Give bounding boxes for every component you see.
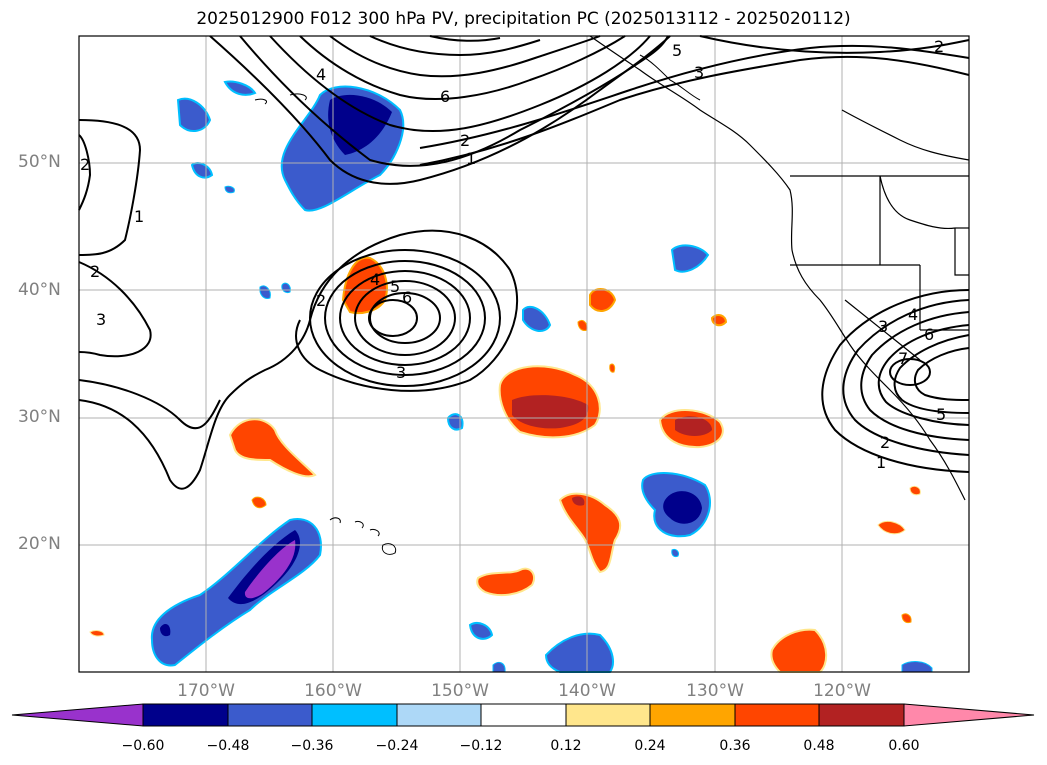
colorbar-tick: 0.12 (550, 738, 582, 754)
contour-label: 2 (80, 155, 90, 174)
coastlines (589, 35, 970, 501)
contour-label: 7 (898, 349, 908, 368)
contour-label: 4 (370, 270, 380, 289)
colorbar-tick: 0.60 (888, 738, 920, 754)
gridlines (79, 36, 969, 672)
contour-label: 5 (936, 405, 946, 424)
contour-label: 1 (466, 149, 476, 168)
contour-label: 1 (134, 207, 144, 226)
lon-label: 150°W (431, 681, 489, 701)
contour-label: 3 (878, 317, 888, 336)
contour-label: 3 (396, 363, 406, 382)
contour-label: 2 (934, 37, 944, 56)
lat-label: 30°N (18, 407, 61, 427)
contour-label: 4 (908, 305, 918, 324)
lat-label: 50°N (18, 152, 61, 172)
contour-label: 5 (672, 41, 682, 60)
colorbar-tick: −0.12 (459, 738, 503, 754)
contour-label: 2 (460, 131, 470, 150)
contour-label: 1 (876, 453, 886, 472)
contour-label: 2 (90, 262, 100, 281)
islands (254, 54, 701, 555)
contour-label: 3 (694, 63, 704, 82)
contour-label: 6 (924, 325, 934, 344)
colorbar (11, 703, 1035, 727)
colorbar-tick: −0.36 (290, 738, 334, 754)
lon-label: 120°W (813, 681, 871, 701)
contour-label: 4 (316, 65, 326, 84)
map-title: 2025012900 F012 300 hPa PV, precipitatio… (196, 9, 851, 29)
colorbar-tick: −0.24 (375, 738, 419, 754)
lon-label: 170°W (177, 681, 235, 701)
contour-label: 2 (880, 433, 890, 452)
pv-contours (78, 35, 970, 490)
lat-label: 20°N (18, 534, 61, 554)
colorbar-tick: 0.36 (719, 738, 751, 754)
contour-label: 5 (390, 277, 400, 296)
colorbar-tick: −0.60 (121, 738, 165, 754)
contour-label: 3 (96, 310, 106, 329)
map-frame (78, 35, 970, 673)
colorbar-tick: 0.24 (634, 738, 666, 754)
lon-label: 160°W (304, 681, 362, 701)
pv-contour-labels: 2 4 6 5 3 2 1 2 1 2 3 2 4 5 6 3 3 4 6 7 … (80, 37, 946, 472)
contour-label: 6 (440, 87, 450, 106)
colorbar-tick: −0.48 (206, 738, 250, 754)
lon-label: 140°W (558, 681, 616, 701)
contour-label: 6 (402, 288, 412, 307)
lat-label: 40°N (18, 280, 61, 300)
colorbar-tick: 0.48 (803, 738, 835, 754)
lon-label: 130°W (686, 681, 744, 701)
contour-label: 2 (316, 291, 326, 310)
